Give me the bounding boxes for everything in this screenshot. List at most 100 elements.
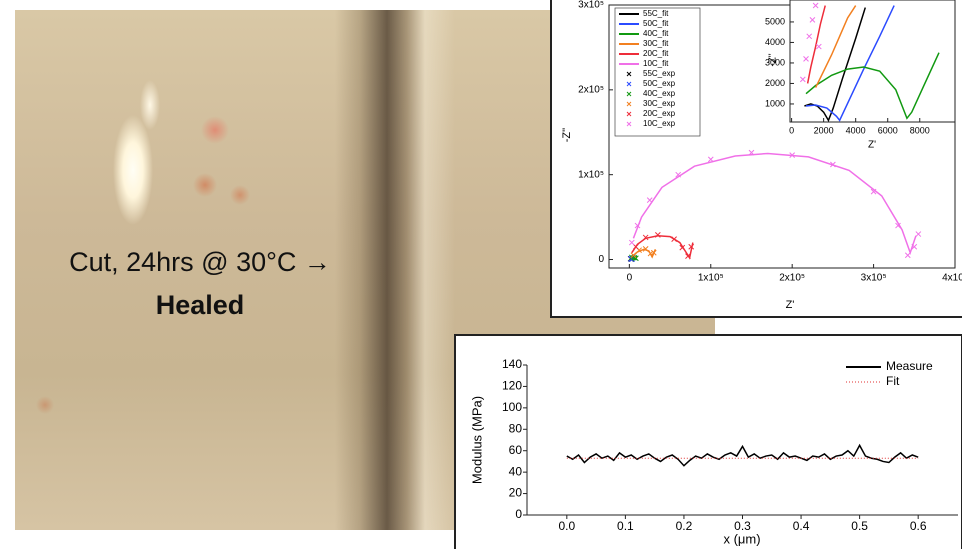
legend-label: 10C_exp xyxy=(643,119,676,128)
data-point xyxy=(830,161,836,168)
y-tick-label: 40 xyxy=(509,464,523,478)
inset-background xyxy=(790,0,955,122)
y-tick-label: 100 xyxy=(502,400,522,414)
x-axis-label: x (μm) xyxy=(723,531,760,546)
x-tick-label: 0 xyxy=(789,125,794,135)
x-axis-label: Z' xyxy=(868,140,876,151)
x-tick-label: 3x10⁵ xyxy=(861,273,887,284)
data-point xyxy=(815,43,822,50)
data-line xyxy=(632,152,917,256)
x-tick-label: 6000 xyxy=(878,125,898,135)
data-point xyxy=(646,197,653,203)
legend-label: 55C_fit xyxy=(643,9,669,18)
data-point xyxy=(688,243,695,250)
legend-marker xyxy=(626,91,632,97)
x-axis-label: Z' xyxy=(786,299,795,311)
data-point xyxy=(654,232,661,238)
x-tick-label: 1x10⁵ xyxy=(698,273,724,284)
y-tick-label: 3000 xyxy=(765,57,785,67)
data-point xyxy=(870,188,877,195)
data-point xyxy=(647,250,654,257)
y-axis-label: Modulus (MPa) xyxy=(469,396,484,484)
legend-marker xyxy=(626,101,632,107)
x-tick-label: 0.2 xyxy=(676,519,693,533)
plot-area xyxy=(799,2,940,122)
x-tick-label: 0.4 xyxy=(793,519,810,533)
data-point xyxy=(679,244,686,251)
legend-marker xyxy=(626,81,632,87)
plot-area xyxy=(566,443,919,467)
legend-label: 10C_fit xyxy=(643,59,669,68)
legend-marker xyxy=(626,121,632,127)
data-point xyxy=(634,222,641,229)
x-tick-label: 0.0 xyxy=(558,519,575,533)
y-tick-label: 140 xyxy=(502,357,522,371)
y-tick-label: 3x10⁵ xyxy=(578,0,604,11)
data-point xyxy=(799,76,806,83)
y-tick-label: 2000 xyxy=(765,78,785,88)
y-tick-label: 0 xyxy=(598,254,604,265)
data-point xyxy=(915,231,922,237)
data-point xyxy=(685,253,691,259)
y-tick-label: 60 xyxy=(509,443,523,457)
legend-label: Fit xyxy=(886,374,900,388)
y-tick-label: 0 xyxy=(515,507,522,521)
data-line xyxy=(805,5,895,122)
data-line xyxy=(814,5,857,88)
data-point xyxy=(812,2,819,9)
legend-label: 50C_fit xyxy=(643,19,669,28)
data-point xyxy=(642,234,649,241)
x-tick-label: 2000 xyxy=(814,125,834,135)
data-point xyxy=(707,156,714,163)
y-axis-label: -Z'' xyxy=(768,53,779,66)
data-point xyxy=(809,17,816,23)
legend-label: 20C_exp xyxy=(643,109,676,118)
x-tick-label: 0.1 xyxy=(617,519,634,533)
data-point xyxy=(628,239,635,246)
y-tick-label: 80 xyxy=(509,421,523,435)
y-tick-label: 20 xyxy=(509,486,523,500)
caption-bold: Healed xyxy=(155,290,245,320)
data-point xyxy=(789,152,796,159)
data-point xyxy=(895,222,901,229)
data-point xyxy=(630,252,637,259)
legend-label: 30C_fit xyxy=(643,39,669,48)
legend-label: 55C_exp xyxy=(643,69,676,78)
legend-label: 50C_exp xyxy=(643,79,676,88)
y-tick-label: 1x10⁵ xyxy=(578,169,604,180)
y-tick-label: 1000 xyxy=(765,98,785,108)
x-tick-label: 4x10⁵ xyxy=(942,273,962,284)
legend-label: Measure xyxy=(886,359,933,373)
y-tick-label: 120 xyxy=(502,379,522,393)
y-tick-label: 5000 xyxy=(765,16,785,26)
data-point xyxy=(650,249,657,256)
data-point xyxy=(803,55,809,62)
x-tick-label: 0.3 xyxy=(734,519,751,533)
y-tick-label: 2x10⁵ xyxy=(578,84,604,95)
data-line xyxy=(805,52,940,120)
x-tick-label: 0.5 xyxy=(851,519,868,533)
x-tick-label: 0.6 xyxy=(910,519,927,533)
y-axis-label: -Z'' xyxy=(561,128,573,143)
caption: Cut, 24hrs @ 30°C → xyxy=(69,247,331,277)
legend-label: 30C_exp xyxy=(643,99,676,108)
x-tick-label: 8000 xyxy=(910,125,930,135)
legend-label: 40C_exp xyxy=(643,89,676,98)
data-point xyxy=(904,252,911,259)
x-tick-label: 2x10⁵ xyxy=(779,273,805,284)
modulus-panel xyxy=(454,334,962,549)
plot-area xyxy=(627,149,922,262)
data-point xyxy=(675,171,682,178)
data-point xyxy=(642,246,649,252)
data-point xyxy=(806,33,813,40)
legend-label: 40C_fit xyxy=(643,29,669,38)
legend-marker xyxy=(626,71,632,77)
y-tick-label: 4000 xyxy=(765,37,785,47)
legend-label: 20C_fit xyxy=(643,49,669,58)
x-tick-label: 0 xyxy=(627,273,633,284)
data-point xyxy=(671,236,677,243)
data-point xyxy=(748,149,755,156)
plot-frame xyxy=(789,0,956,123)
